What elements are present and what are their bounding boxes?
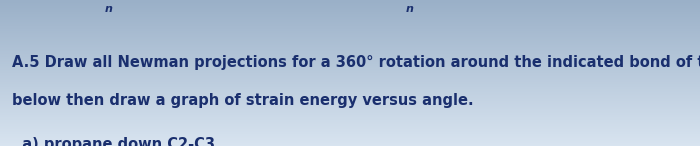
- Text: A.5 Draw all Newman projections for a 360° rotation around the indicated bond of: A.5 Draw all Newman projections for a 36…: [12, 55, 700, 71]
- Text: below then draw a graph of strain energy versus angle.: below then draw a graph of strain energy…: [12, 93, 473, 108]
- Text: a) propane down C2-C3: a) propane down C2-C3: [12, 137, 215, 146]
- Text: n: n: [104, 4, 113, 14]
- Text: n: n: [405, 4, 414, 14]
